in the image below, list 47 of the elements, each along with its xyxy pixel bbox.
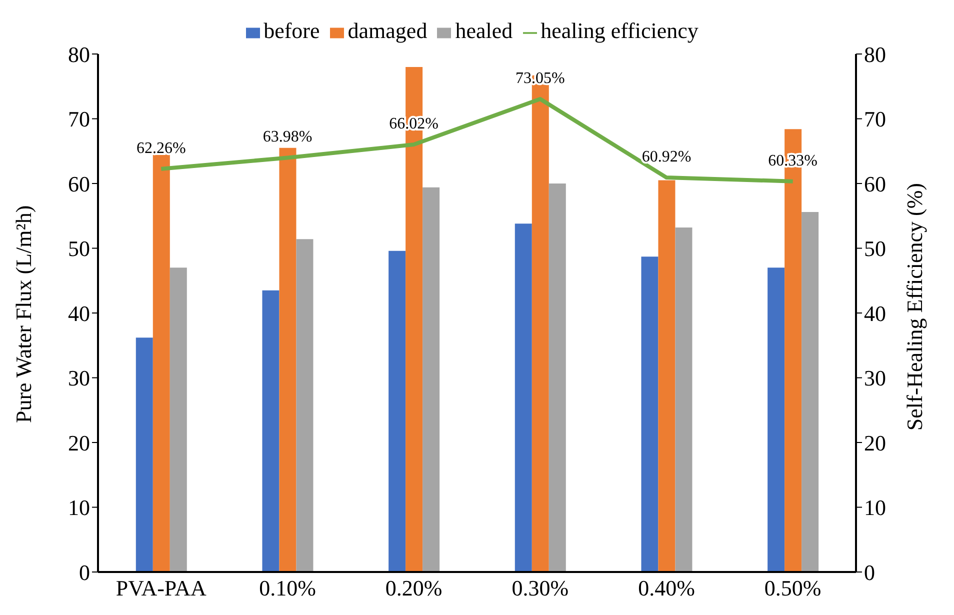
y2-tick-label: 80 (864, 42, 886, 67)
y2-tick-label: 50 (864, 236, 886, 262)
bar (675, 228, 692, 572)
y-tick-label: 50 (68, 236, 90, 262)
x-tick-label: 0.20% (385, 576, 442, 601)
data-label: 60.92% (642, 148, 692, 166)
bar (388, 250, 406, 572)
data-label: 62.26% (136, 140, 186, 157)
y2-tick-label: 10 (864, 495, 886, 520)
bar (641, 256, 658, 572)
y-tick-label: 80 (68, 42, 90, 67)
bar (658, 180, 676, 572)
y-tick-label: 70 (68, 106, 90, 132)
y2-tick-label: 30 (864, 366, 886, 391)
x-tick-label: 0.50% (764, 576, 822, 601)
x-tick-label: 0.10% (259, 576, 316, 601)
y-tick-label: 10 (68, 495, 90, 520)
y-tick-label: 30 (68, 366, 90, 391)
y2-tick-label: 40 (864, 300, 886, 326)
data-label: 63.98% (262, 128, 312, 146)
legend-label: healing efficiency (540, 18, 698, 43)
bar (170, 268, 187, 572)
bar (802, 212, 819, 572)
x-tick-label: 0.30% (512, 576, 569, 601)
bar (296, 239, 314, 572)
y-axis-title: Pure Water Flux (L/m²h) (10, 205, 36, 423)
bar (514, 224, 532, 572)
bar (136, 338, 153, 572)
bar (279, 148, 296, 572)
y-tick-label: 20 (68, 430, 90, 456)
legend-label: healed (455, 18, 513, 43)
x-tick-label: PVA-PAA (116, 576, 207, 601)
y2-tick-label: 0 (864, 560, 875, 585)
bar (422, 187, 440, 572)
x-tick-label: 0.40% (638, 576, 695, 601)
y2-tick-label: 70 (864, 106, 886, 132)
bar (548, 184, 566, 572)
y-tick-label: 40 (68, 300, 90, 326)
y-tick-label: 0 (79, 560, 90, 585)
legend-label: damaged (348, 18, 428, 43)
y2-tick-label: 60 (864, 171, 886, 196)
y2-axis-title: Self-Healing Efficiency (%) (902, 183, 927, 431)
y2-tick-label: 20 (864, 430, 886, 456)
legend-label: before (264, 18, 320, 43)
bar (262, 290, 280, 572)
bar (768, 268, 785, 572)
y-tick-label: 60 (68, 171, 90, 196)
